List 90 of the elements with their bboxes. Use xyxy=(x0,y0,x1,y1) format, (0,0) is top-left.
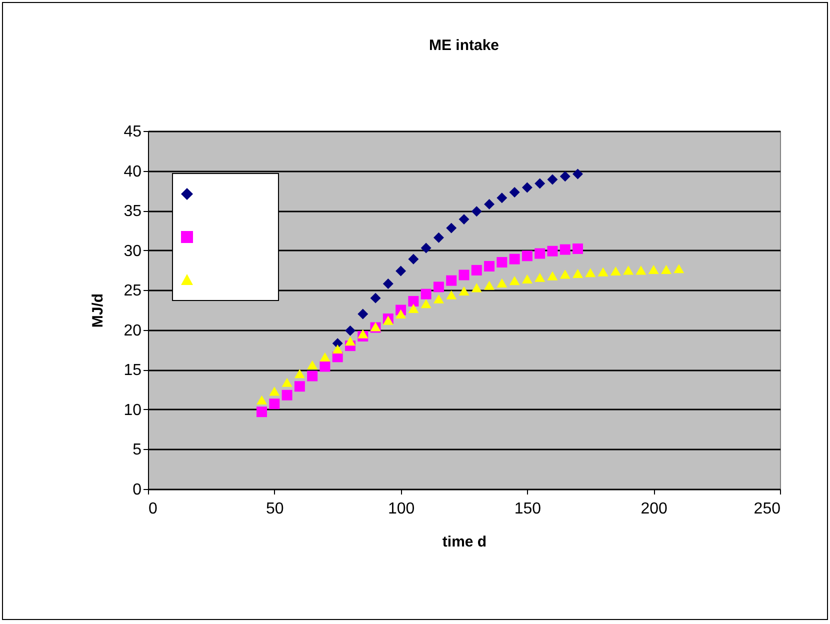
point xyxy=(396,266,406,276)
point xyxy=(458,270,470,280)
point xyxy=(484,280,495,290)
point xyxy=(534,248,546,259)
point xyxy=(534,272,546,282)
chart-title: ME intake xyxy=(428,37,500,54)
point xyxy=(408,254,419,264)
point xyxy=(509,187,520,198)
point xyxy=(269,386,280,396)
point xyxy=(509,276,520,286)
point xyxy=(332,344,343,354)
point xyxy=(547,271,558,280)
point xyxy=(660,264,672,274)
point xyxy=(420,242,432,254)
point xyxy=(446,222,457,234)
point xyxy=(408,304,419,313)
point xyxy=(294,369,305,378)
point xyxy=(446,290,457,300)
point xyxy=(623,266,634,275)
point xyxy=(471,283,482,292)
point xyxy=(572,268,584,278)
y-axis-title: MJ/d xyxy=(90,293,107,328)
point xyxy=(547,174,558,185)
point xyxy=(509,254,520,264)
point xyxy=(585,268,596,278)
y-tick-label: 25 xyxy=(124,282,142,300)
point xyxy=(256,395,268,404)
x-tick-label: 0 xyxy=(148,500,158,518)
point xyxy=(256,406,268,418)
point xyxy=(471,206,482,217)
y-tick-label: 45 xyxy=(124,124,142,140)
point xyxy=(522,274,532,284)
point xyxy=(307,370,318,382)
point xyxy=(282,390,292,400)
point xyxy=(408,296,419,306)
point xyxy=(382,278,394,289)
point xyxy=(420,299,432,308)
x-tick-label: 200 xyxy=(640,500,668,518)
point xyxy=(522,250,532,262)
point xyxy=(598,267,608,276)
y-tick-label: 10 xyxy=(124,402,142,419)
point xyxy=(344,336,356,346)
point xyxy=(307,360,318,370)
point xyxy=(420,288,432,300)
point xyxy=(458,214,470,225)
point xyxy=(269,398,280,410)
point xyxy=(320,352,330,362)
point xyxy=(358,329,368,338)
point xyxy=(433,294,444,304)
point xyxy=(560,171,570,182)
x-tick-label: 150 xyxy=(514,500,542,518)
point xyxy=(484,261,495,272)
point xyxy=(610,266,621,276)
y-tick-label: 5 xyxy=(132,442,142,459)
point xyxy=(433,232,444,243)
point xyxy=(471,264,482,276)
point xyxy=(560,244,570,255)
y-tick-label: 40 xyxy=(124,163,142,180)
point xyxy=(572,244,584,254)
point xyxy=(560,270,570,279)
point xyxy=(433,282,444,292)
point xyxy=(496,278,508,288)
x-tick-label: 50 xyxy=(266,500,284,518)
y-tick-label: 0 xyxy=(132,482,142,498)
point xyxy=(534,178,546,189)
point xyxy=(572,168,584,180)
y-tick-label: 20 xyxy=(124,322,142,340)
point xyxy=(294,381,305,392)
x-tick-label: 100 xyxy=(388,500,415,518)
point xyxy=(358,308,368,320)
point xyxy=(496,192,508,204)
point xyxy=(446,275,457,286)
y-tick-label: 35 xyxy=(124,203,142,220)
x-axis-title: time d xyxy=(442,534,487,550)
point xyxy=(458,286,470,296)
point xyxy=(484,198,495,210)
point xyxy=(396,309,406,319)
x-tick-label: 250 xyxy=(754,500,781,518)
point xyxy=(370,292,381,304)
point xyxy=(496,257,508,268)
y-tick-label: 15 xyxy=(124,362,142,380)
point xyxy=(344,325,356,336)
point xyxy=(522,182,532,193)
point xyxy=(674,264,684,274)
y-tick-label: 30 xyxy=(124,242,142,260)
point xyxy=(320,361,330,372)
point xyxy=(282,378,292,387)
point xyxy=(636,266,646,275)
point xyxy=(648,264,659,274)
point xyxy=(547,246,558,256)
